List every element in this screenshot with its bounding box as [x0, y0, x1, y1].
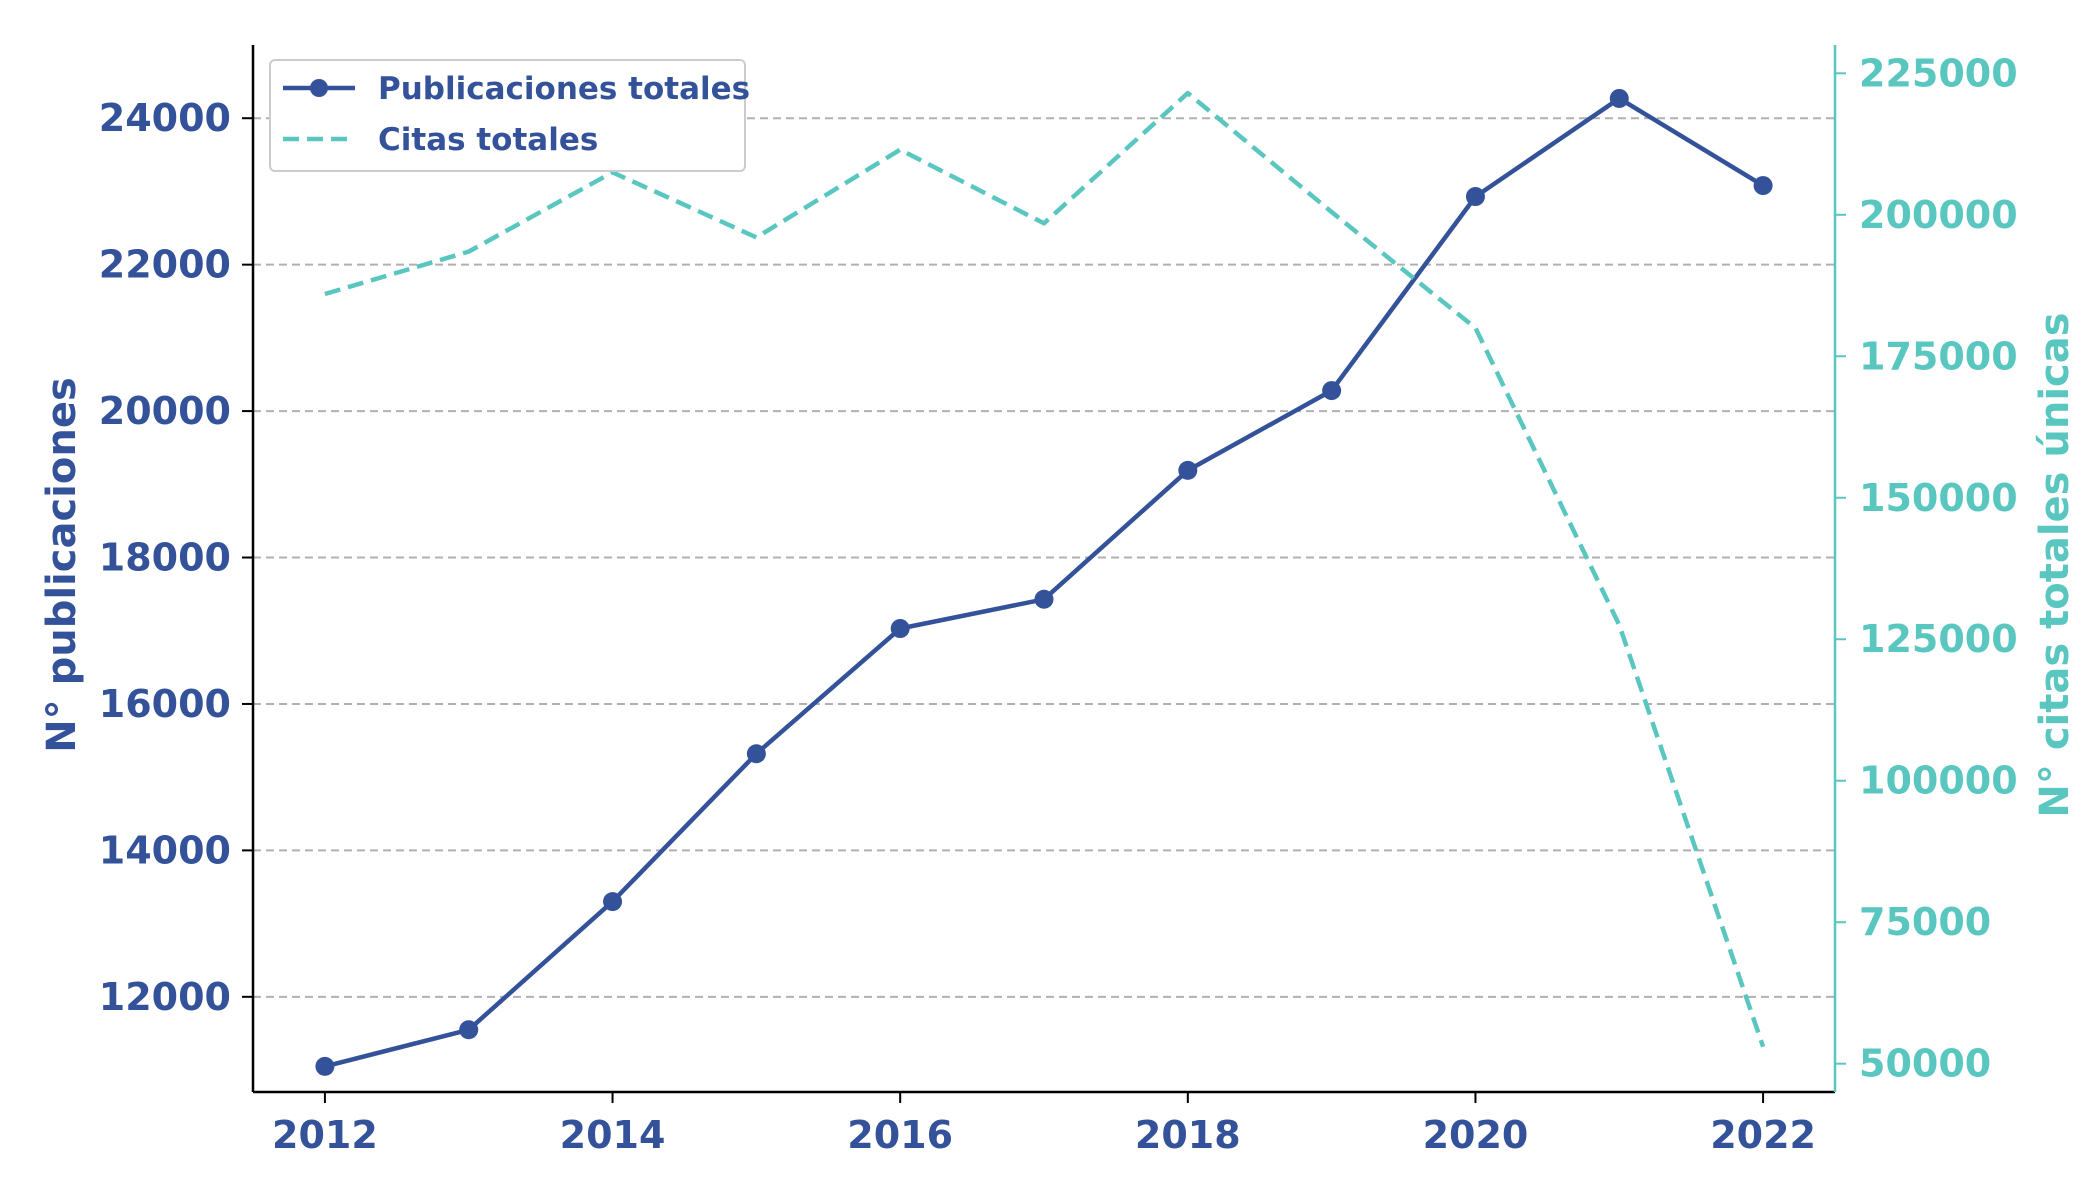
data-point-publicaciones-totales: [459, 1020, 479, 1040]
left-tick-label: 16000: [99, 682, 231, 726]
right-tick-label: 125000: [1859, 617, 2018, 661]
data-point-publicaciones-totales: [1465, 187, 1485, 207]
data-point-publicaciones-totales: [890, 619, 910, 639]
left-tick-label: 24000: [99, 96, 231, 140]
x-tick-label: 2020: [1423, 1113, 1529, 1157]
right-y-axis-label: N° citas totales únicas: [2032, 312, 2078, 817]
legend-label-publicaciones: Publicaciones totales: [378, 71, 750, 107]
legend-label-citas: Citas totales: [378, 122, 598, 158]
data-point-publicaciones-totales: [603, 892, 623, 912]
left-tick-label: 20000: [99, 389, 231, 433]
x-tick-label: 2016: [847, 1113, 953, 1157]
legend-marker-publicaciones: [310, 79, 328, 97]
right-tick-label: 150000: [1859, 476, 2018, 520]
left-tick-label: 12000: [99, 975, 231, 1019]
left-y-axis-label: N° publicaciones: [39, 377, 85, 753]
right-tick-label: 175000: [1859, 334, 2018, 378]
data-point-publicaciones-totales: [1034, 589, 1054, 609]
left-y-axis-ticks: 12000 14000 16000 18000 20000 22000 24000: [99, 96, 253, 1019]
series-line-citas-totales: [324, 90, 1766, 1048]
right-tick-label: 50000: [1859, 1042, 1991, 1086]
axes: [251, 45, 1837, 1094]
data-point-publicaciones-totales: [1322, 381, 1342, 401]
right-tick-label: 225000: [1859, 51, 2018, 95]
x-tick-label: 2018: [1135, 1113, 1241, 1157]
right-y-axis-ticks: 50000 75000 100000 125000 150000 175000 200000…: [1835, 51, 2018, 1086]
x-tick-label: 2022: [1710, 1113, 1816, 1157]
x-tick-label: 2012: [272, 1113, 378, 1157]
data-point-publicaciones-totales: [1178, 460, 1198, 480]
series-line-publicaciones-totales: [324, 96, 1765, 1069]
data-point-publicaciones-totales: [1753, 176, 1773, 196]
right-tick-label: 100000: [1859, 759, 2018, 803]
legend: Publicaciones totales Citas totales: [269, 59, 750, 172]
legend-box: [269, 59, 746, 172]
left-tick-label: 22000: [99, 243, 231, 287]
left-tick-label: 14000: [99, 828, 231, 872]
left-tick-label: 18000: [99, 536, 231, 580]
x-tick-label: 2014: [560, 1113, 666, 1157]
gridlines: [253, 117, 1835, 998]
right-tick-label: 75000: [1859, 900, 1991, 944]
right-tick-label: 200000: [1859, 193, 2018, 237]
data-point-publicaciones-totales: [315, 1056, 335, 1076]
series-layer: [315, 88, 1773, 1076]
x-axis-ticks: 2012 2014 2016 2018 2020 2022: [272, 1092, 1816, 1157]
data-point-publicaciones-totales: [746, 744, 766, 764]
data-point-publicaciones-totales: [1609, 88, 1629, 108]
